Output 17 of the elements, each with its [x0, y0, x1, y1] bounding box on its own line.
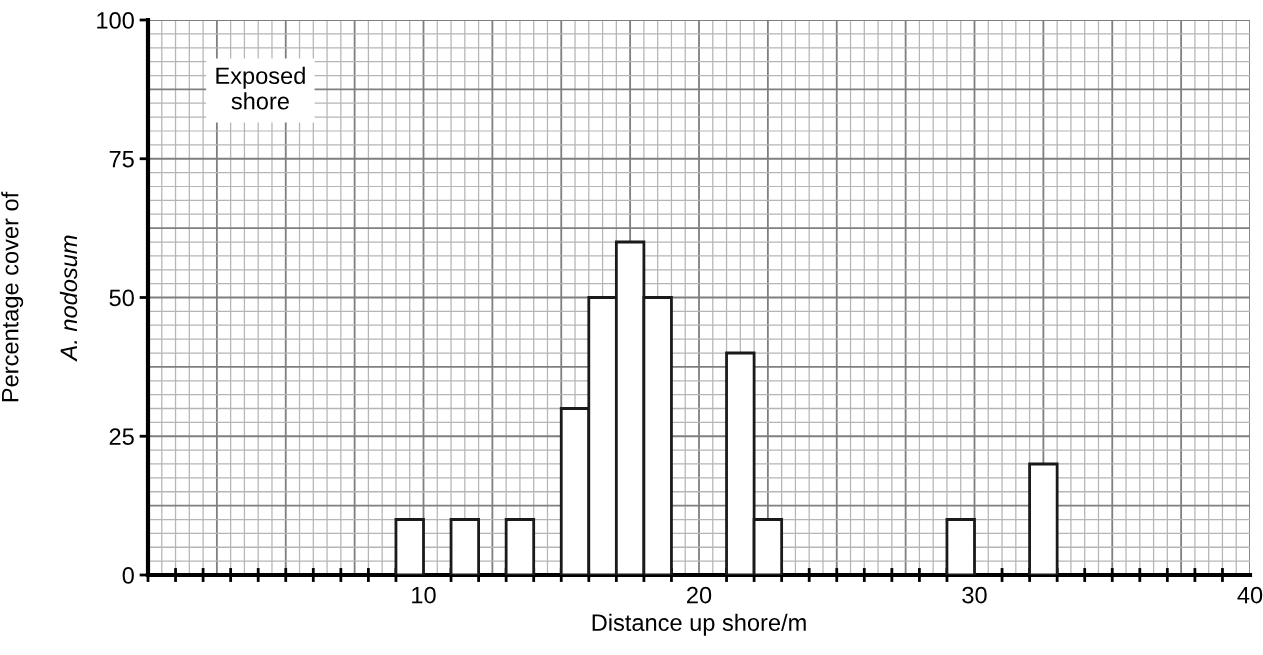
x-axis-title: Distance up shore/m	[592, 613, 806, 636]
bar	[394, 518, 425, 575]
y-tick-label: 25	[109, 428, 134, 446]
bar	[504, 518, 536, 575]
x-tick-label: 30	[962, 586, 987, 604]
y-tick-label: 75	[109, 151, 134, 168]
bar	[945, 518, 976, 575]
bar	[449, 518, 480, 575]
text: Percentage cover of A. nodosum	[1, 191, 78, 402]
bar	[1028, 462, 1059, 575]
y-tick-label: 50	[109, 289, 134, 307]
x-tick-label: 20	[687, 586, 712, 604]
y-tick-label: 100	[97, 12, 134, 29]
x-tick-label: 10	[412, 586, 436, 604]
x-tick-label: 40	[1237, 586, 1263, 604]
annotation: Exposed shore	[216, 66, 305, 110]
y-tick-label: 0	[122, 567, 134, 584]
